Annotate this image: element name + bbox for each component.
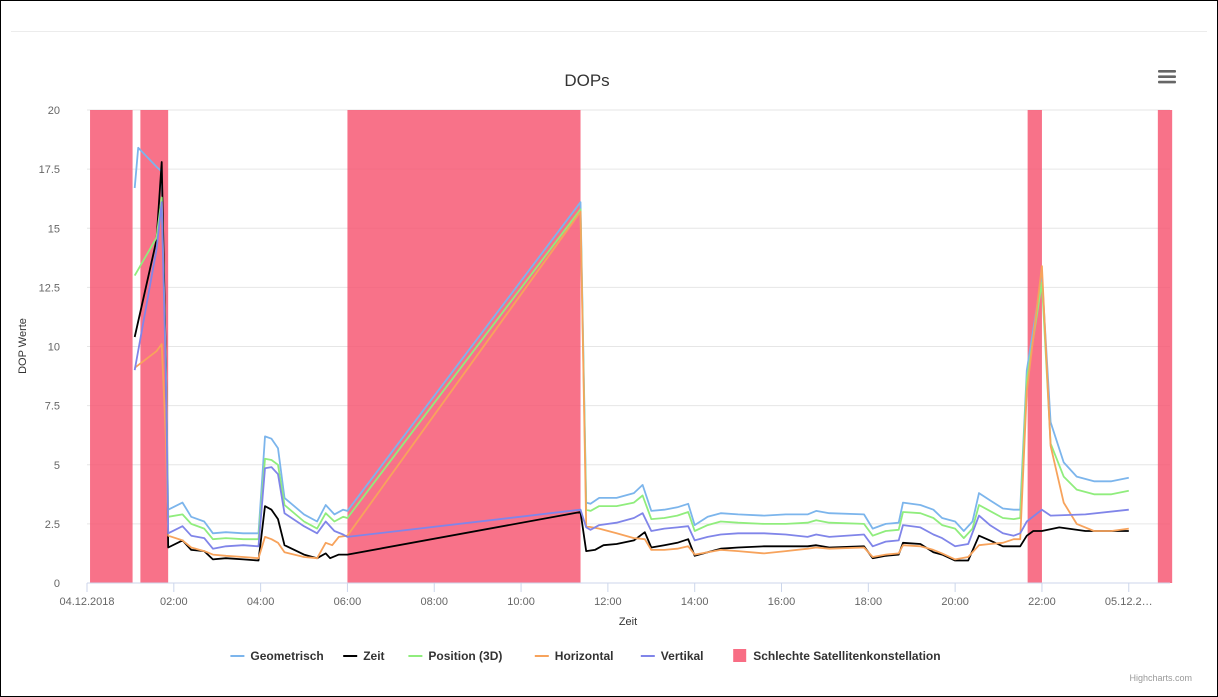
bad-constellation-band <box>1027 110 1042 583</box>
y-axis-label: DOP Werte <box>17 318 29 374</box>
y-tick-label: 17.5 <box>39 164 60 176</box>
x-tick-label: 22:00 <box>1028 596 1056 608</box>
x-tick-label: 14:00 <box>681 596 709 608</box>
series-lines <box>133 146 1129 562</box>
y-tick-label: 7.5 <box>45 401 60 413</box>
x-axis-tick-labels: 04.12.2018 02:00 04:00 06:00 08:00 10:00 12:00… <box>59 596 1152 608</box>
series-line-position-3d[interactable] <box>133 196 1129 541</box>
legend: Geometrisch Zeit Position (3D) Horizontal Ve… <box>230 649 941 663</box>
y-tick-label: 20 <box>48 105 60 117</box>
series-line-geometrisch[interactable] <box>133 146 1129 535</box>
bad-constellation-band <box>347 110 581 583</box>
y-tick-label: 2.5 <box>45 519 60 531</box>
x-tick-label: 16:00 <box>768 596 796 608</box>
chart-title: DOPs <box>564 71 609 90</box>
legend-label: Schlechte Satellitenkonstellation <box>753 649 940 663</box>
x-tick-label: 18:00 <box>855 596 883 608</box>
axes <box>86 582 1170 592</box>
bad-constellation-band <box>90 110 133 583</box>
x-tick-label: 20:00 <box>941 596 969 608</box>
legend-item[interactable]: Horizontal <box>534 649 614 663</box>
x-tick-label: 12:00 <box>594 596 622 608</box>
x-axis-label: Zeit <box>619 616 637 628</box>
legend-item[interactable]: Vertikal <box>640 649 704 663</box>
x-tick-label: 10:00 <box>507 596 535 608</box>
y-tick-label: 15 <box>48 223 60 235</box>
y-tick-label: 10 <box>48 342 60 354</box>
series-line-horizontal[interactable] <box>134 210 1129 561</box>
grid-lines <box>87 109 1170 525</box>
legend-item[interactable]: Zeit <box>343 649 385 663</box>
divider <box>11 31 1207 32</box>
legend-label: Position (3D) <box>428 649 502 663</box>
bad-constellation-band <box>1157 110 1173 583</box>
x-tick-label: 08:00 <box>420 596 448 608</box>
y-tick-label: 0 <box>54 578 60 590</box>
legend-item[interactable]: Position (3D) <box>408 649 502 663</box>
legend-item[interactable]: Geometrisch <box>230 649 324 663</box>
bad-constellation-band <box>140 110 169 583</box>
x-tick-label: 02:00 <box>160 596 188 608</box>
y-tick-label: 5 <box>54 460 60 472</box>
x-tick-label: 04.12.2018 <box>59 596 114 608</box>
legend-label: Geometrisch <box>250 649 323 663</box>
legend-item[interactable]: Schlechte Satellitenkonstellation <box>733 649 941 663</box>
hamburger-menu-icon[interactable] <box>1158 70 1176 84</box>
legend-label: Horizontal <box>555 649 614 663</box>
bad-constellation-bands <box>90 110 1173 583</box>
credits-link[interactable]: Highcharts.com <box>1129 673 1192 683</box>
legend-label: Zeit <box>363 649 384 663</box>
legend-swatch <box>733 649 747 662</box>
legend-label: Vertikal <box>661 649 704 663</box>
series-line-vertikal[interactable] <box>133 201 1129 550</box>
x-tick-label: 04:00 <box>247 596 275 608</box>
x-tick-label: 05.12.2… <box>1105 596 1153 608</box>
y-axis-tick-labels: 0 2.5 5 7.5 10 12.5 15 17.5 20 <box>39 105 60 590</box>
series-line-zeit[interactable] <box>133 161 1129 562</box>
x-tick-label: 06:00 <box>334 596 362 608</box>
y-tick-label: 12.5 <box>39 282 60 294</box>
